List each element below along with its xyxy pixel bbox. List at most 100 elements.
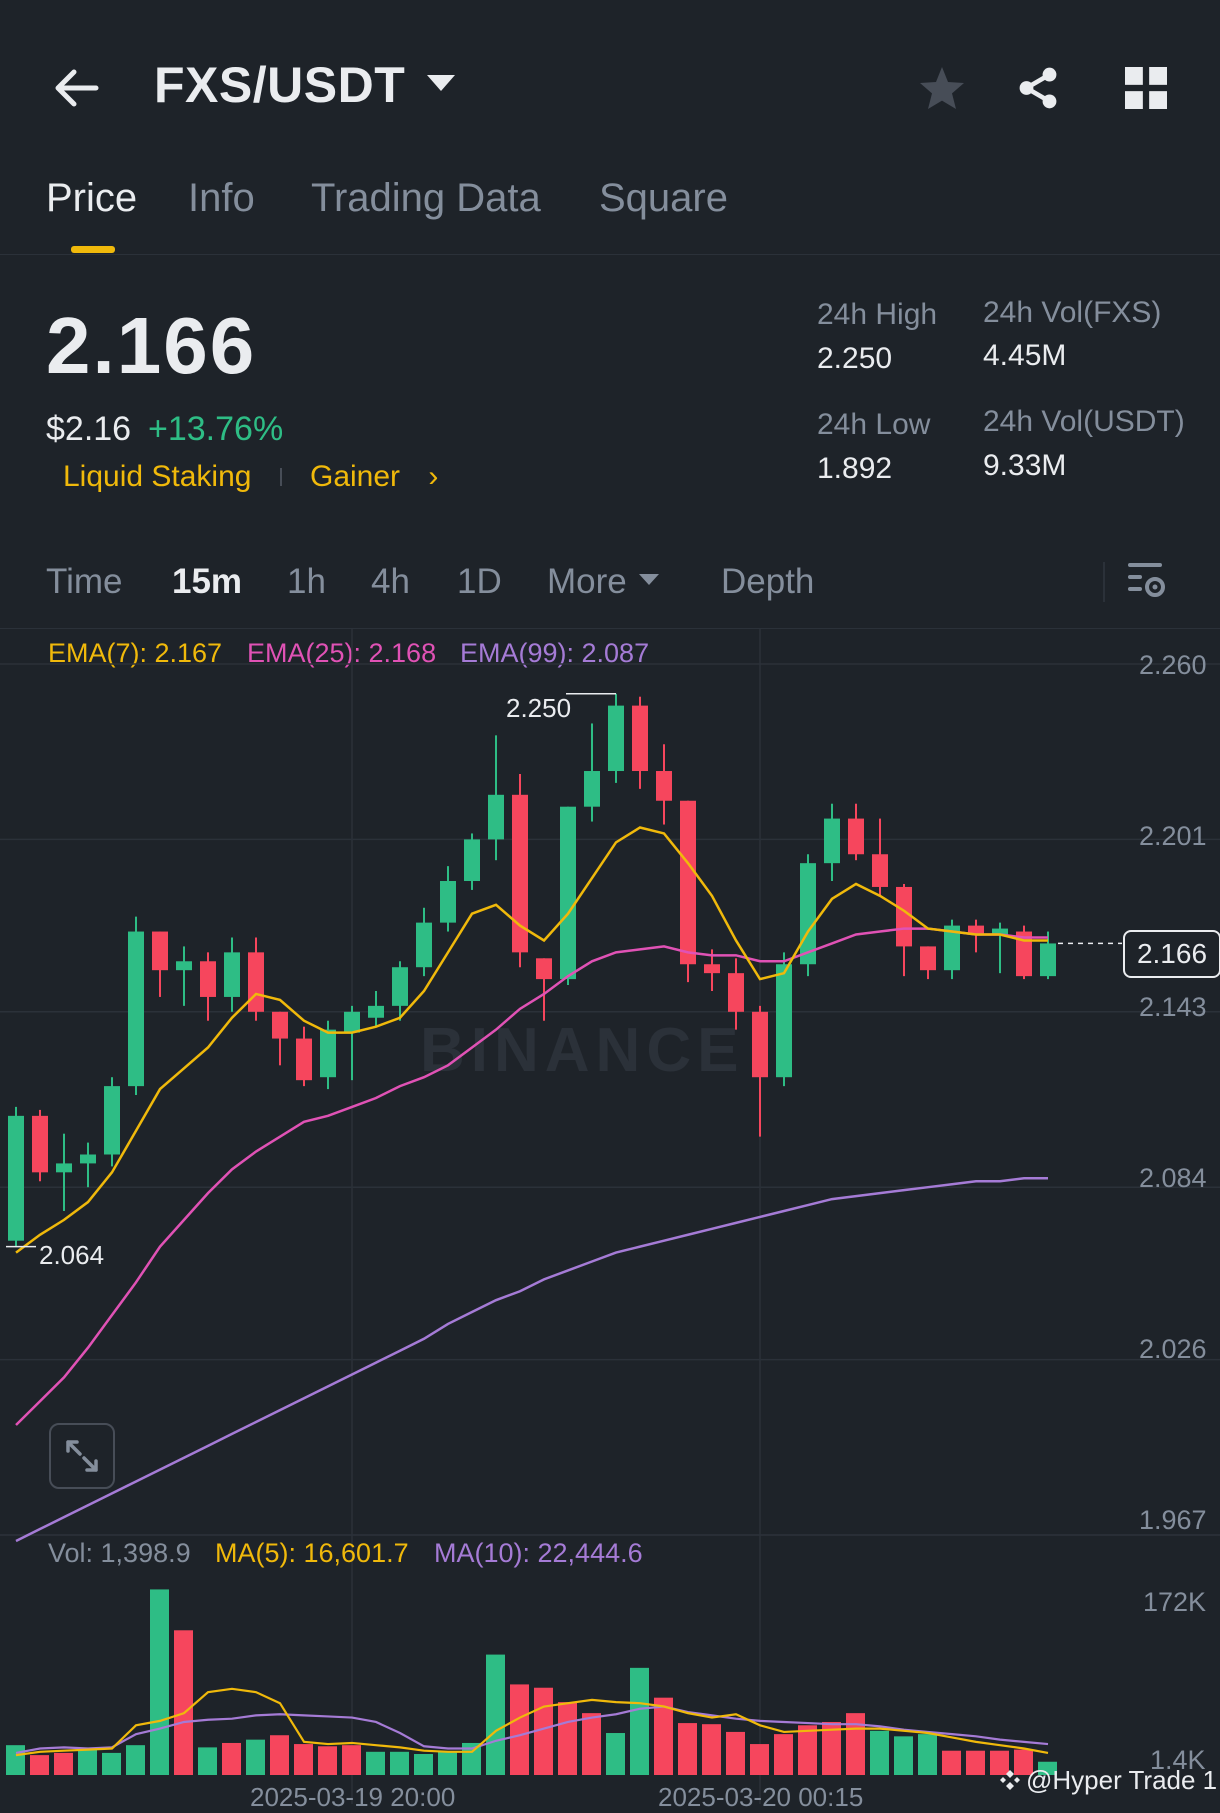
price-axis-tick: 2.201 [1139, 821, 1207, 851]
rank-tag-label: Gainer [310, 460, 401, 493]
volume-bar [78, 1748, 97, 1775]
candle-body [104, 1086, 120, 1155]
candle-body [560, 806, 576, 980]
candle-body [968, 925, 984, 935]
volume-bar [798, 1725, 817, 1775]
candlestick-chart[interactable] [0, 629, 1220, 1804]
volume-legend: Vol: 1,398.9 [48, 1538, 191, 1568]
ema7-legend: EMA(7): 2.167 [48, 638, 223, 668]
candle-body [680, 800, 696, 965]
ma5-volume-legend: MA(5): 16,601.7 [215, 1538, 409, 1568]
price-axis-tick: 1.967 [1139, 1505, 1207, 1535]
candle-body [56, 1163, 72, 1173]
back-arrow-icon[interactable] [46, 58, 106, 118]
price-axis-tick: 2.084 [1139, 1163, 1207, 1193]
depth-tab[interactable]: Depth [721, 562, 815, 601]
candle-body [776, 964, 792, 1078]
candle-body [344, 1011, 360, 1033]
low-24h-value: 1.892 [817, 452, 893, 485]
candle-body [824, 818, 840, 864]
category-tag-liquid-staking[interactable]: Liquid Staking [63, 460, 252, 493]
interval-4h[interactable]: 4h [371, 562, 410, 601]
candle-body [32, 1115, 48, 1173]
interval-1d[interactable]: 1D [457, 562, 502, 601]
volume-bar [966, 1750, 985, 1775]
interval-more[interactable]: More [547, 562, 659, 602]
volume-bar [150, 1589, 169, 1775]
high-24h-label: 24h High [817, 298, 938, 331]
volume-bar [942, 1750, 961, 1775]
tab-square[interactable]: Square [599, 176, 728, 220]
interval-1h[interactable]: 1h [287, 562, 326, 601]
volume-axis-tick: 172K [1143, 1587, 1207, 1617]
tab-info[interactable]: Info [188, 176, 255, 220]
volume-bar [726, 1731, 745, 1775]
candle-body [752, 1011, 768, 1078]
price-axis-tick: 2.260 [1139, 650, 1207, 680]
candle-body [296, 1038, 312, 1081]
candle-body [1040, 943, 1056, 977]
tab-trading-data[interactable]: Trading Data [311, 176, 541, 220]
volume-bar [846, 1713, 865, 1775]
volume-bar [870, 1730, 889, 1775]
grid-menu-icon[interactable] [1116, 58, 1176, 118]
candle-body [200, 961, 216, 997]
tag-divider [280, 468, 282, 486]
low-24h-label: 24h Low [817, 408, 931, 441]
candle-body [224, 952, 240, 997]
candle-body [176, 961, 192, 971]
interval-more-label: More [547, 562, 627, 601]
binance-logo-icon [998, 1768, 1022, 1792]
share-icon[interactable] [1008, 58, 1068, 118]
candle-body [896, 886, 912, 947]
volume-bar [438, 1751, 457, 1775]
candle-body [872, 854, 888, 887]
ema25-legend: EMA(25): 2.168 [247, 638, 437, 668]
ma10-volume-legend: MA(10): 22,444.6 [434, 1538, 643, 1568]
candle-body [608, 705, 624, 772]
volume-bar [318, 1746, 337, 1775]
interval-15m[interactable]: 15m [172, 562, 243, 601]
interval-time[interactable]: Time [46, 562, 123, 601]
price-axis-tick: 2.143 [1139, 992, 1207, 1022]
volume-bar [630, 1667, 649, 1775]
vol-base-label: 24h Vol(FXS) [983, 296, 1162, 329]
volume-bar [414, 1754, 433, 1775]
favorite-star-icon[interactable] [912, 58, 972, 118]
candle-body [248, 952, 264, 1012]
ma5-volume-line [15, 1687, 1049, 1757]
candle-body [80, 1154, 96, 1164]
tab-price[interactable]: Price [46, 176, 138, 220]
volume-bar [54, 1752, 73, 1775]
pair-selector[interactable]: FXS/USDT [154, 56, 456, 114]
ema7-line [15, 826, 1048, 1254]
volume-bar [30, 1755, 49, 1775]
volume-bar [990, 1750, 1009, 1775]
price-axis-tick: 2.026 [1139, 1334, 1207, 1364]
volume-bar [510, 1684, 529, 1775]
rank-tag-gainer[interactable]: Gainer › [310, 460, 438, 494]
volume-bar [582, 1713, 601, 1775]
ma10-volume-line [15, 1705, 1049, 1754]
volume-bar [678, 1723, 697, 1775]
chart-settings-icon[interactable] [1126, 560, 1168, 602]
high-24h-value: 2.250 [817, 342, 893, 375]
candle-body [944, 925, 960, 971]
candle-body [704, 964, 720, 974]
candle-body [920, 946, 936, 971]
ema25-line [15, 927, 1048, 1426]
volume-bar [1014, 1749, 1033, 1775]
volume-bar [1038, 1761, 1057, 1775]
candle-body [992, 928, 1008, 935]
volume-bar [198, 1747, 217, 1775]
volume-bar [222, 1742, 241, 1775]
candle-body [1016, 931, 1032, 977]
fullscreen-expand-icon[interactable] [49, 1423, 115, 1489]
time-axis-label: 2025-03-19 20:00 [250, 1782, 456, 1812]
candle-body [152, 931, 168, 971]
binance-watermark: BINANCE [420, 1016, 745, 1085]
price-change-percent: +13.76% [148, 410, 284, 448]
volume-bar [294, 1744, 313, 1775]
candle-body [416, 922, 432, 968]
volume-bar [102, 1752, 121, 1775]
